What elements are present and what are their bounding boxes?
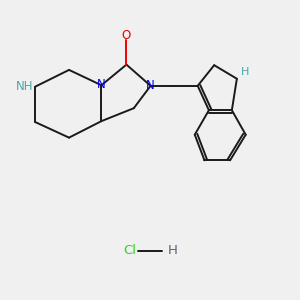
Text: H: H <box>168 244 178 257</box>
Text: N: N <box>97 78 106 91</box>
Text: NH: NH <box>16 80 34 93</box>
Text: H: H <box>240 67 249 77</box>
Text: Cl: Cl <box>124 244 137 257</box>
Text: O: O <box>122 29 131 42</box>
Text: N: N <box>146 79 155 92</box>
